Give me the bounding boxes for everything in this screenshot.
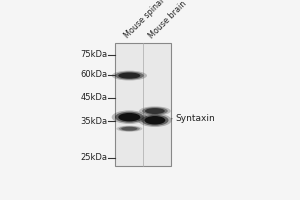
- Ellipse shape: [118, 73, 140, 79]
- Ellipse shape: [118, 113, 140, 121]
- Ellipse shape: [115, 72, 144, 80]
- Text: 35kDa: 35kDa: [80, 117, 107, 126]
- Text: Syntaxin: Syntaxin: [176, 114, 216, 123]
- Ellipse shape: [119, 126, 140, 131]
- Text: 60kDa: 60kDa: [80, 70, 107, 79]
- Ellipse shape: [145, 116, 165, 124]
- Ellipse shape: [121, 127, 137, 131]
- Ellipse shape: [138, 113, 172, 127]
- Text: 25kDa: 25kDa: [80, 153, 107, 162]
- Ellipse shape: [112, 71, 147, 81]
- Ellipse shape: [116, 126, 142, 132]
- Text: 75kDa: 75kDa: [80, 50, 107, 59]
- Ellipse shape: [112, 110, 147, 124]
- Ellipse shape: [141, 115, 169, 126]
- Text: Mouse brain: Mouse brain: [147, 0, 188, 40]
- Text: 45kDa: 45kDa: [80, 93, 107, 102]
- Ellipse shape: [145, 108, 165, 114]
- Ellipse shape: [139, 106, 171, 116]
- Bar: [116, 43, 171, 166]
- Text: Mouse spinal cord: Mouse spinal cord: [123, 0, 181, 40]
- Ellipse shape: [115, 112, 144, 123]
- Ellipse shape: [142, 107, 168, 115]
